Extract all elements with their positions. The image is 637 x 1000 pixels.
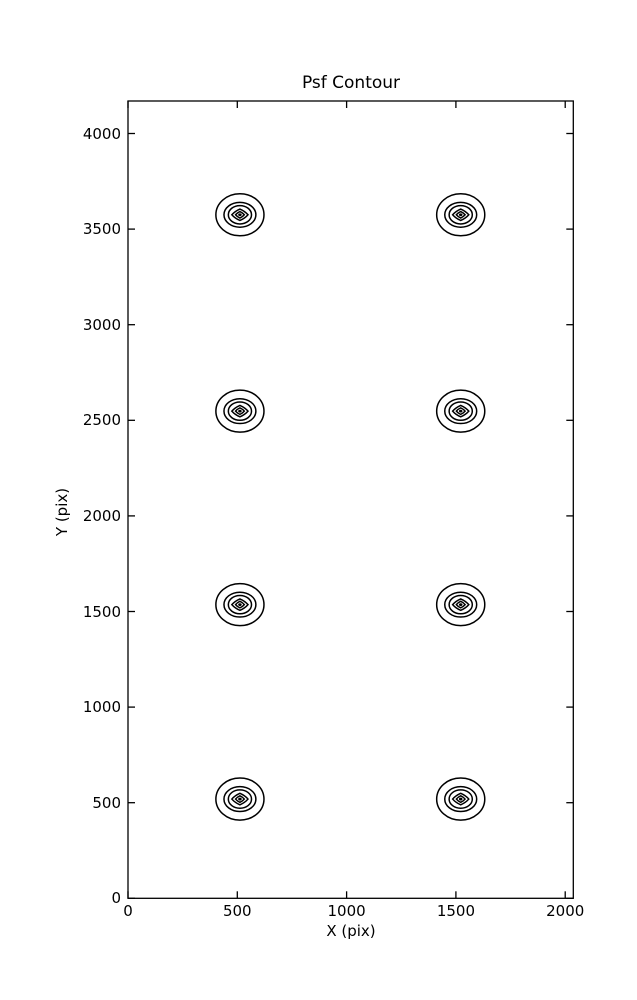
contour-ring <box>230 208 250 222</box>
contour-ring <box>444 201 478 228</box>
contour-ring <box>227 594 253 615</box>
contour-center-dot <box>458 409 463 413</box>
contour-ring <box>227 204 253 225</box>
contour-ring <box>230 598 250 612</box>
x-tick-label: 0 <box>123 902 133 920</box>
contour-ring <box>448 594 474 615</box>
contour-ring <box>435 777 486 821</box>
contour-ring <box>455 600 467 609</box>
y-tick-label: 3500 <box>82 220 121 239</box>
contour-ring <box>230 792 250 806</box>
y-tick-label: 2500 <box>82 411 121 430</box>
contour-ring <box>223 201 257 228</box>
contour-ring <box>455 794 467 804</box>
contour-ring <box>227 789 253 809</box>
contour-center-dot <box>458 213 463 217</box>
x-tick-label: 2000 <box>546 902 585 920</box>
contour-center-dot <box>238 797 242 801</box>
x-tick-label: 1000 <box>327 902 366 920</box>
contour-ring <box>215 389 265 433</box>
y-tick-label: 1500 <box>82 602 121 621</box>
contour-ring <box>234 407 246 416</box>
y-tick-label: 3000 <box>82 315 121 334</box>
x-tick-label: 500 <box>222 902 252 920</box>
contour-ring <box>234 600 246 609</box>
contour-ring <box>451 792 470 806</box>
contour-ring <box>451 598 470 612</box>
contour-ring <box>451 208 470 222</box>
contour-ring <box>435 582 486 627</box>
y-tick-label: 4000 <box>82 124 121 143</box>
y-tick-label: 2000 <box>82 506 121 525</box>
contour-ring <box>444 785 478 813</box>
y-tick-label: 0 <box>111 889 121 908</box>
contour-ring <box>448 401 474 422</box>
x-axis-label: X (pix) <box>326 922 376 940</box>
contour-center-dot <box>238 213 242 217</box>
contour-ring <box>223 785 257 813</box>
contour-ring <box>444 591 478 618</box>
contour-ring <box>455 210 467 219</box>
contour-center-dot <box>458 797 463 801</box>
contour-ring <box>230 404 250 418</box>
x-tick-label: 1500 <box>436 902 475 920</box>
contour-ring <box>215 777 265 821</box>
contour-ring <box>444 397 478 425</box>
y-tick-label: 500 <box>92 793 121 812</box>
contour-ring <box>234 794 246 804</box>
contour-ring <box>215 582 265 627</box>
contour-ring <box>451 404 470 418</box>
contour-center-dot <box>238 603 242 607</box>
contour-center-dot <box>458 603 463 607</box>
contour-ring <box>215 192 265 237</box>
contour-ring <box>223 397 257 425</box>
contour-ring <box>223 591 257 618</box>
contour-ring <box>227 401 253 422</box>
y-tick-label: 1000 <box>82 698 121 717</box>
contour-ring <box>234 210 246 219</box>
chart-title: Psf Contour <box>301 73 401 93</box>
axes-frame <box>127 100 574 899</box>
contour-ring <box>435 389 486 433</box>
contour-center-dot <box>238 409 242 413</box>
contour-ring <box>448 204 474 225</box>
contour-ring <box>435 192 486 237</box>
contour-ring <box>455 407 467 416</box>
contour-ring <box>448 789 474 809</box>
